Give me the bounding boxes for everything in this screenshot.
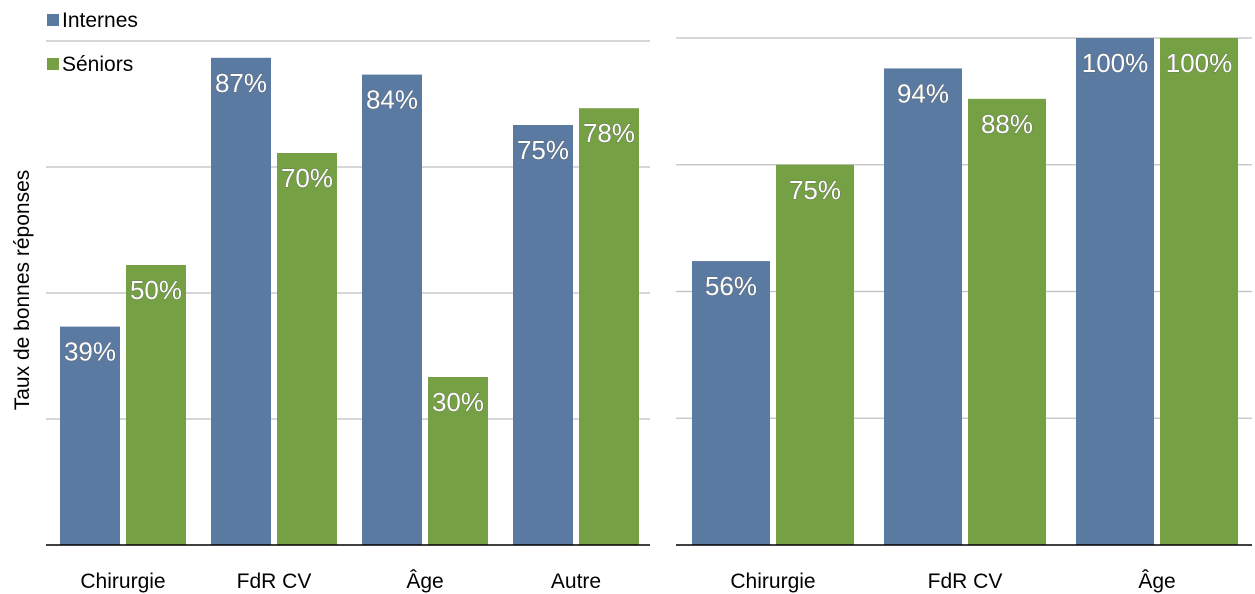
data-label: 87% bbox=[215, 68, 267, 98]
data-label: 100% bbox=[1166, 48, 1233, 78]
bar-internes-âge bbox=[1076, 38, 1154, 545]
bar-séniors-âge bbox=[1160, 38, 1238, 545]
data-label: 30% bbox=[432, 387, 484, 417]
data-label: 50% bbox=[130, 275, 182, 305]
bar-séniors-fdr-cv bbox=[277, 153, 337, 545]
x-tick-label: Âge bbox=[406, 570, 443, 593]
bar-séniors-autre bbox=[579, 108, 639, 545]
bar-séniors-fdr-cv bbox=[968, 98, 1046, 545]
data-label: 75% bbox=[517, 135, 569, 165]
data-label: 78% bbox=[583, 118, 635, 148]
bar-séniors-chirurgie bbox=[126, 265, 186, 545]
x-tick-label: Chirurgie bbox=[80, 570, 165, 593]
data-label: 100% bbox=[1082, 48, 1149, 78]
x-tick-label: Âge bbox=[1138, 570, 1175, 593]
bar-internes-chirurgie bbox=[60, 326, 120, 545]
x-tick-label: FdR CV bbox=[237, 570, 312, 593]
bar-internes-autre bbox=[513, 125, 573, 545]
data-label: 88% bbox=[981, 109, 1033, 139]
bar-internes-fdr-cv bbox=[884, 68, 962, 546]
bar-internes-âge bbox=[362, 74, 422, 545]
bar-séniors-chirurgie bbox=[776, 164, 854, 545]
legend-swatch-internes bbox=[47, 14, 59, 26]
x-tick-label: FdR CV bbox=[928, 570, 1003, 593]
x-tick-label: Chirurgie bbox=[730, 570, 815, 593]
bar-séniors-âge bbox=[428, 377, 488, 545]
data-label: 84% bbox=[366, 85, 418, 115]
data-label: 39% bbox=[64, 337, 116, 367]
data-label: 70% bbox=[281, 163, 333, 193]
data-label: 75% bbox=[789, 175, 841, 205]
y-axis-title: Taux de bonnes réponses bbox=[11, 170, 34, 411]
data-label: 56% bbox=[705, 271, 757, 301]
bar-internes-fdr-cv bbox=[211, 57, 271, 546]
legend-label: Internes bbox=[62, 9, 138, 32]
x-tick-label: Autre bbox=[551, 570, 601, 593]
legend-swatch-séniors bbox=[47, 58, 59, 70]
data-label: 94% bbox=[897, 78, 949, 108]
bar-internes-chirurgie bbox=[692, 261, 770, 545]
legend-label: Séniors bbox=[62, 53, 133, 76]
